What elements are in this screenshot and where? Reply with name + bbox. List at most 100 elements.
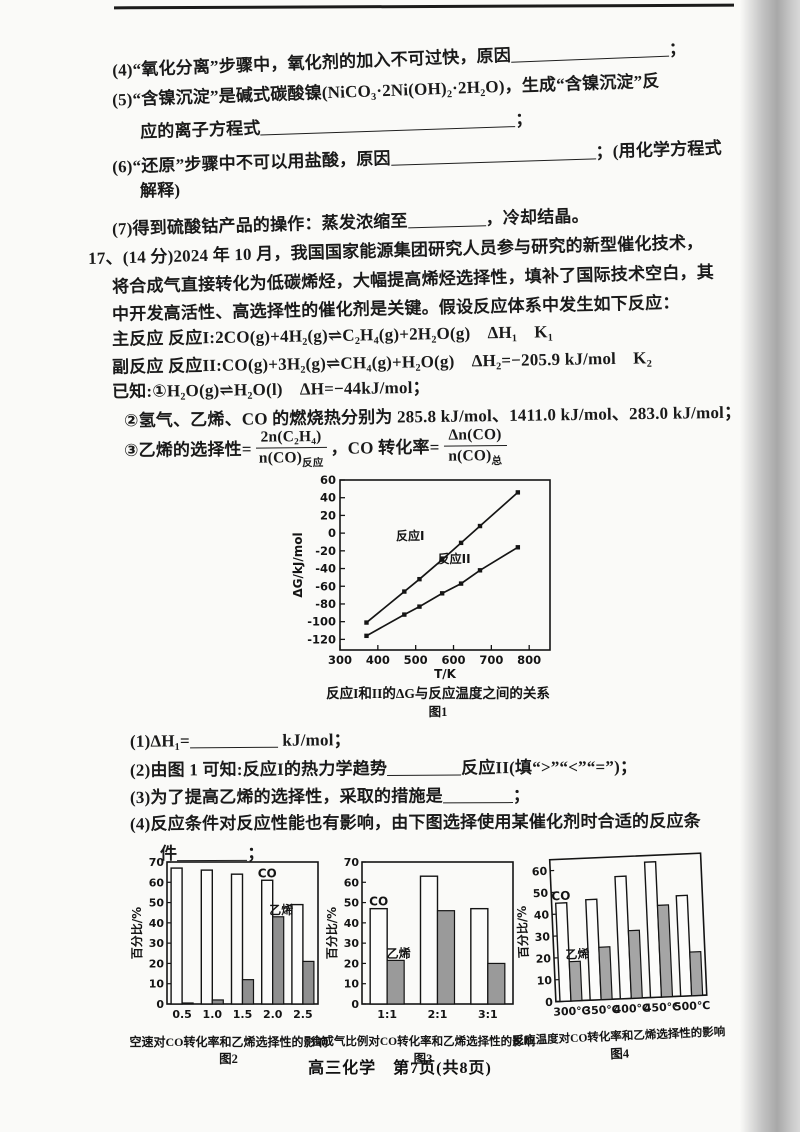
category-label: 300℃ [553,1004,590,1019]
figure1-caption: 反应I和II的ΔG与反应温度之间的关系 [326,686,550,701]
y-tick-label: 10 [536,974,552,988]
bar-ethylene [436,910,455,1005]
text-run: ；(用化学方程式 [595,138,723,162]
series-label: CO [369,895,388,909]
y-tick-label: 30 [534,930,550,944]
y-axis-label: ΔG/kJ/mol [291,532,305,597]
series-label: 反应I [396,528,424,543]
figure2-bar-chart: 0 10 20 30 40 50 60 70 0.5 1.0 1.5 2.0 2.5 CO 乙烯 百分比/% [131,856,319,1021]
data-point [477,568,483,573]
bar-co [170,867,183,1005]
x-tick-label: 800 [517,653,541,667]
y-axis-label: 百分比/% [131,907,144,959]
text-run: 中开发高活性、高选择性的催化剂是关键。假设反应体系中发生如下反应： [111,293,680,324]
bar-ethylene [627,929,643,999]
category-label: 1.5 [233,1008,253,1021]
series-label: 乙烯 [269,902,293,917]
series-label: CO [551,889,571,904]
text-run: (7)得到硫酸钴产品的操作：蒸发浓缩至 [111,211,408,239]
fraction-denominator: n(CO)总 [448,446,503,468]
bar-ethylene [689,950,704,997]
data-point [364,620,369,625]
y-tick-label: -60 [315,579,336,593]
y-tick-label: 40 [534,908,550,922]
figure2-label: 图2 [219,1052,238,1067]
series-label: 反应II [438,551,471,566]
y-tick-label: 60 [149,876,165,889]
y-tick-label: 50 [149,897,165,910]
formula-prefix: ③乙烯的选择性= [123,440,252,461]
data-point [439,557,445,562]
data-point [515,490,521,495]
bar-ethylene [386,959,405,1005]
y-tick-label: -40 [315,562,336,576]
bar-co [291,903,304,1005]
figure-3: 0 10 20 30 40 50 60 70 1:1 2:1 3:1 CO 乙烯 百分比/% 合成气比例对… [308,856,538,1068]
text-run: 反应II(填“>”“<”“=”)； [461,757,638,778]
category-label: 450℃ [644,1000,681,1015]
data-point [439,591,445,596]
bar-co [469,907,489,1005]
fraction-numerator: 2n(C₂H₄) [255,427,327,449]
text-run: 主反应 反应I:2CO(g)+4H₂(g)⇌C₂H₄(g)+2H₂O(g) ΔH… [111,322,554,349]
y-axis-label: 百分比/% [514,906,531,959]
fraction-denominator: n(CO)反应 [258,448,324,470]
y-tick-label: 0 [156,998,164,1011]
bar-ethylene [598,946,613,1001]
text-run: ； [668,38,687,59]
figure1-label: 图1 [428,704,448,719]
bar-co [554,902,572,1003]
bar-ethylene [241,979,255,1005]
fraction-numerator: Δn(CO) [443,426,507,447]
data-point [477,523,483,529]
text-run: 将合成气直接转化为低碳烯烃，大幅提高烯烃选择性，填补了国际技术空白，其 [111,262,715,297]
y-tick-label: 40 [320,491,336,505]
text-run: 副反应 反应II:CO(g)+3H₂(g)⇌CH₄(g)+H₂O(g) ΔH₂=… [111,348,653,377]
text-run: ； [512,785,531,806]
category-label: 1.0 [203,1008,223,1021]
x-tick-label: 500 [404,653,428,667]
page-edge-shadow [740,0,800,1132]
q17-intro-line-3: 中开发高活性、高选择性的催化剂是关键。假设反应体系中发生如下反应： [112,292,680,325]
co-conversion-fraction: Δn(CO) n(CO)总 [443,426,507,469]
data-point [417,576,422,582]
bar-ethylene [486,962,505,1005]
category-label: 3:1 [477,1008,497,1021]
y-tick-label: 40 [343,917,359,930]
y-tick-label: 0 [328,526,336,540]
blank-underline [442,785,513,804]
q16-part5-line-2: 应的离子方程式 ； [140,106,533,142]
category-label: 0.5 [172,1008,192,1021]
y-tick-label: -20 [315,544,336,558]
y-tick-label: 60 [320,473,336,487]
x-axis-label: T/K [434,667,457,681]
text-run: (6)“还原”步骤中不可以用盐酸，原因 [111,148,391,177]
formula-mid: ，CO 转化率= [330,438,440,459]
data-point [417,604,422,609]
text-run: (1)ΔH₁= [129,731,190,751]
y-tick-label: 20 [343,957,359,970]
y-tick-label: 10 [343,978,359,991]
text-run: 已知:①H₂O(g)⇌H₂O(l) ΔH=−44kJ/mol； [111,377,430,402]
blank-underline [510,38,670,63]
y-tick-label: 20 [149,957,165,970]
bar-co [419,875,438,1005]
y-tick-label: -120 [307,632,336,646]
text-run: 应的离子方程式 [139,118,261,142]
bar-ethylene [302,960,315,1005]
q16-part6-line-2: 解释) [140,179,181,201]
text-run: kJ/mol； [277,730,351,750]
y-tick-label: 20 [535,952,551,966]
data-point [402,589,407,594]
category-label: 2:1 [427,1008,447,1021]
bar-co [675,894,693,997]
x-tick-label: 600 [442,653,466,667]
y-tick-label: 10 [149,978,165,991]
category-label: 500℃ [674,999,711,1014]
text-run: 17、(14 分)2024 年 10 月，我国国家能源集团研究人员参与研究的新型… [87,232,704,269]
q17-sub3: (3)为了提高乙烯的选择性，采取的措施是 ； [130,783,530,808]
bar-ethylene [181,1002,194,1005]
q17-sub2: (2)由图 1 可知:反应I的热力学趋势 反应II(填“>”“<”“=”)； [130,754,637,781]
data-point [515,545,521,550]
